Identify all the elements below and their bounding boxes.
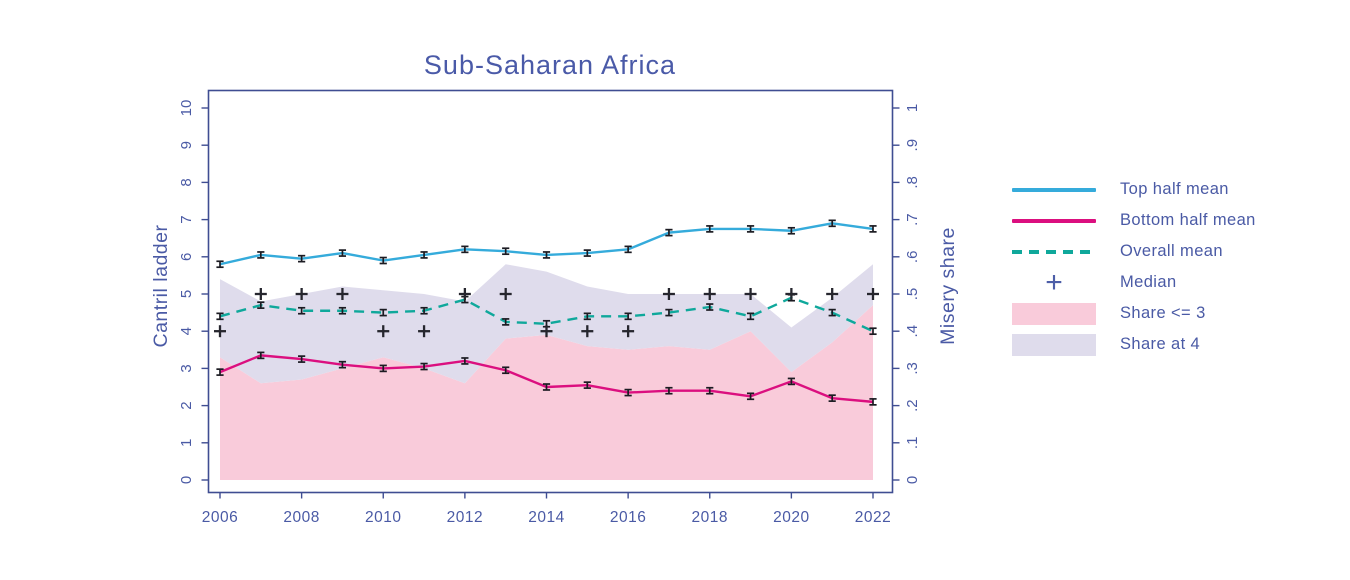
right-axis-tick-label: .6 [904, 251, 921, 264]
legend: Top half mean Bottom half mean Overall m… [1012, 174, 1312, 360]
right-axis-tick-label: .8 [904, 176, 921, 189]
x-axis-tick-label: 2018 [692, 509, 728, 526]
legend-label: Overall mean [1120, 242, 1223, 260]
area-share-le-3 [220, 305, 873, 480]
x-axis-tick-label: 2008 [283, 509, 319, 526]
right-axis-tick-label: .9 [904, 139, 921, 152]
plot-frame [207, 89, 894, 494]
left-axis-tick-label: 6 [178, 253, 195, 261]
right-axis-tick-label: 1 [904, 104, 921, 112]
right-axis-title: Misery share [937, 227, 959, 345]
legend-item-bottom-half-mean: Bottom half mean [1012, 205, 1312, 236]
x-axis-tick-label: 2022 [855, 509, 891, 526]
right-axis-tick-label: 0 [904, 476, 921, 484]
bottom-half-mean-line-icon [1012, 218, 1096, 223]
legend-label: Share at 4 [1120, 335, 1201, 353]
left-axis-tick-label: 2 [178, 401, 195, 409]
legend-label: Bottom half mean [1120, 211, 1256, 229]
share-le-3-swatch-icon [1012, 302, 1096, 325]
median-plus-icon: + [1045, 265, 1063, 299]
left-axis-tick-label: 10 [178, 100, 195, 117]
right-axis-tick-label: .2 [904, 399, 921, 412]
right-axis-tick-label: .3 [904, 362, 921, 375]
legend-item-share-le-3: Share <= 3 [1012, 298, 1312, 329]
legend-label: Share <= 3 [1120, 304, 1206, 322]
legend-label: Top half mean [1120, 180, 1229, 198]
left-axis-tick-label: 5 [178, 290, 195, 298]
left-axis-tick-label: 1 [178, 439, 195, 447]
x-axis-tick-label: 2010 [365, 509, 401, 526]
right-axis-tick-label: .4 [904, 325, 921, 338]
left-axis-tick-label: 3 [178, 364, 195, 372]
legend-item-median: + Median [1012, 267, 1312, 298]
x-axis-tick-label: 2012 [447, 509, 483, 526]
x-axis-tick-label: 2006 [202, 509, 238, 526]
x-axis-tick-label: 2020 [773, 509, 809, 526]
x-axis-tick-label: 2016 [610, 509, 646, 526]
legend-item-overall-mean: Overall mean [1012, 236, 1312, 267]
right-axis-tick-label: .1 [904, 437, 921, 450]
left-axis-tick-label: 0 [178, 476, 195, 484]
legend-item-share-at-4: Share at 4 [1012, 329, 1312, 360]
legend-label: Median [1120, 273, 1177, 291]
left-axis-tick-label: 8 [178, 178, 195, 186]
chart-title: Sub-Saharan Africa [423, 50, 677, 80]
share-at-4-swatch-icon [1012, 333, 1096, 356]
left-axis-tick-label: 7 [178, 215, 195, 223]
series-line-overall-mean [219, 296, 874, 333]
right-axis-tick-label: .5 [904, 288, 921, 301]
x-axis-tick-label: 2014 [528, 509, 564, 526]
left-axis-tick-label: 4 [178, 327, 195, 335]
legend-item-top-half-mean: Top half mean [1012, 174, 1312, 205]
top-half-mean-line-icon [1012, 187, 1096, 192]
overall-mean-dash-icon [1012, 249, 1096, 254]
left-axis-tick-label: 9 [178, 141, 195, 149]
right-axis-tick-label: .7 [904, 213, 921, 226]
left-axis-title: Cantril ladder [150, 225, 172, 348]
